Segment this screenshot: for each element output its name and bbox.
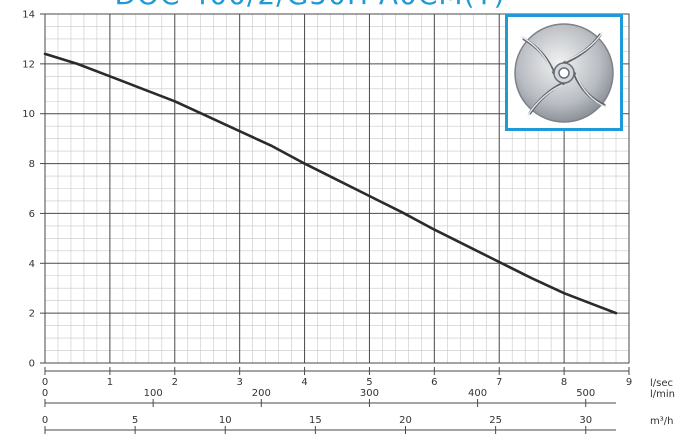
y-tick-label: 12	[22, 59, 35, 70]
x-tick-label: 0	[42, 415, 48, 426]
x-tick-label: 25	[489, 415, 502, 426]
x-tick-label: 2	[172, 377, 178, 388]
x-tick-label: 15	[309, 415, 322, 426]
y-tick-label: 14	[22, 10, 35, 21]
x-tick-label: 9	[626, 377, 632, 388]
x-tick-label: 0	[42, 388, 48, 399]
x-tick-label: 200	[252, 388, 271, 399]
x-tick-label: 4	[301, 377, 307, 388]
x-tick-label: 0	[42, 377, 48, 388]
x-tick-label: 6	[431, 377, 437, 388]
y-tick-label: 10	[22, 109, 35, 120]
x-axis-unit-label: l/sec	[650, 378, 673, 389]
y-tick-label: 6	[29, 209, 35, 220]
x-tick-label: 300	[360, 388, 379, 399]
x-tick-label: 10	[219, 415, 232, 426]
x-tick-label: 400	[468, 388, 487, 399]
x-tick-label: 3	[236, 377, 242, 388]
y-tick-label: 0	[29, 359, 35, 370]
series-line-head-curve	[43, 52, 618, 315]
x-axes: 0 1 2 3 4 5 6 7 8 9 l/sec 0 100 200 300 400 500 l/min 0 5 10…	[42, 367, 675, 434]
x-axis-unit-label: l/min	[650, 389, 675, 400]
y-axis: 0 2 4 6 8 10 12 14	[22, 10, 45, 370]
x-tick-label: 7	[496, 377, 502, 388]
x-tick-label: 5	[366, 377, 372, 388]
x-tick-label: 100	[144, 388, 163, 399]
x-tick-label: 500	[576, 388, 595, 399]
y-tick-label: 4	[29, 259, 35, 270]
impeller-image-box	[505, 14, 623, 131]
x-tick-label: 30	[579, 415, 592, 426]
impeller-icon	[514, 23, 614, 123]
x-tick-label: 20	[399, 415, 412, 426]
x-tick-label: 5	[132, 415, 138, 426]
plot-frame	[44, 13, 630, 364]
y-tick-label: 2	[29, 309, 35, 320]
x-tick-label: 1	[107, 377, 113, 388]
x-axis-unit-label: m³/h	[650, 416, 673, 427]
y-tick-label: 8	[29, 159, 35, 170]
pump-model-title: DOC 400/2/G50H A0CM(T)	[90, 0, 530, 11]
x-tick-label: 8	[561, 377, 567, 388]
